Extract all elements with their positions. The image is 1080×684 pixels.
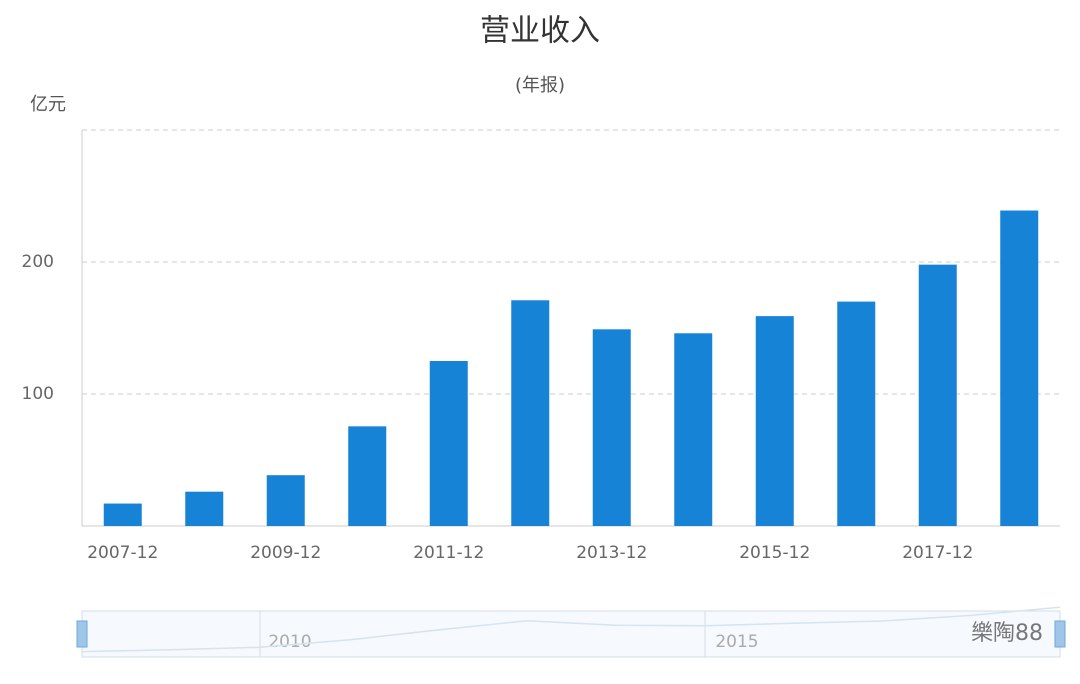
chart-subtitle: (年报): [515, 75, 565, 96]
datazoom-label: 2010: [268, 632, 311, 652]
datazoom-preview-line: [81, 606, 1061, 653]
bar: [511, 300, 550, 526]
x-tick-label: 2017-12: [902, 543, 973, 563]
bar: [918, 264, 957, 526]
bar: [429, 361, 468, 526]
bar: [592, 329, 631, 526]
x-tick-label: 2015-12: [739, 543, 810, 563]
datazoom-handle[interactable]: [1054, 620, 1066, 648]
y-tick-label: 100: [22, 384, 54, 404]
chart-title: 营业收入: [480, 14, 600, 49]
y-axis-label: 亿元: [30, 94, 66, 115]
y-tick-label: 200: [22, 252, 54, 272]
bar: [348, 426, 387, 526]
x-tick-label: 2013-12: [576, 543, 647, 563]
bar: [755, 316, 794, 526]
watermark: 樂陶88: [971, 621, 1043, 646]
bar: [103, 503, 142, 526]
bar: [185, 491, 224, 526]
bar: [1000, 210, 1039, 526]
datazoom-label: 2015: [715, 632, 758, 652]
bar: [674, 333, 713, 526]
x-tick-label: 2009-12: [250, 543, 321, 563]
bar: [266, 475, 305, 526]
x-tick-label: 2007-12: [87, 543, 158, 563]
x-tick-label: 2011-12: [413, 543, 484, 563]
datazoom-handle[interactable]: [76, 620, 88, 648]
bar: [837, 301, 876, 526]
datazoom-slider[interactable]: [81, 610, 1061, 658]
